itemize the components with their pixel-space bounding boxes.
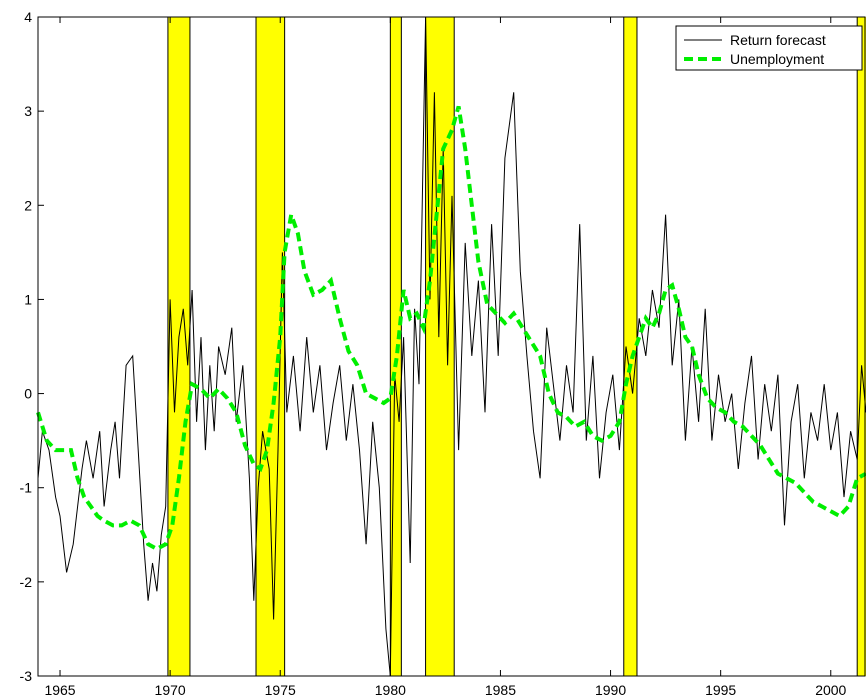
- x-tick-label-1990: 1990: [595, 682, 626, 698]
- y-tick-label--2: -2: [20, 574, 33, 590]
- recession-band-3: [425, 17, 455, 676]
- x-tick-label-1965: 1965: [44, 682, 75, 698]
- recession-band-5: [857, 17, 866, 676]
- recession-band-4: [623, 17, 637, 676]
- x-tick-label-1995: 1995: [705, 682, 736, 698]
- legend-label-unemployment: Unemployment: [730, 51, 824, 67]
- y-tick-label-1: 1: [24, 291, 32, 307]
- series-line-unemployment: [36, 105, 866, 552]
- recession-bands: [167, 17, 866, 676]
- legend-label-return-forecast: Return forecast: [730, 32, 826, 48]
- recession-band-0: [167, 17, 190, 676]
- y-tick-label-3: 3: [24, 103, 32, 119]
- legend-box: [675, 25, 863, 71]
- y-tick-label--1: -1: [20, 480, 33, 496]
- x-tick-label-2000: 2000: [815, 682, 846, 698]
- series-group: [36, 16, 866, 677]
- y-tick-label-2: 2: [24, 197, 32, 213]
- series-line-return-forecast: [37, 16, 866, 677]
- x-tick-label-1970: 1970: [155, 682, 186, 698]
- plot-frame: [37, 16, 866, 677]
- x-tick-label-1985: 1985: [485, 682, 516, 698]
- legend: Return forecast Unemployment: [675, 25, 863, 71]
- y-tick-label-4: 4: [24, 9, 32, 25]
- y-tick-label--3: -3: [20, 668, 33, 684]
- x-axis: 1965 1970 1975 1980 1985 1990 1995 2000: [44, 17, 847, 698]
- y-tick-label-0: 0: [24, 386, 32, 402]
- x-tick-label-1980: 1980: [375, 682, 406, 698]
- y-axis: -3 -2 -1 0 1 2 3 4: [20, 9, 44, 684]
- x-tick-label-1975: 1975: [265, 682, 296, 698]
